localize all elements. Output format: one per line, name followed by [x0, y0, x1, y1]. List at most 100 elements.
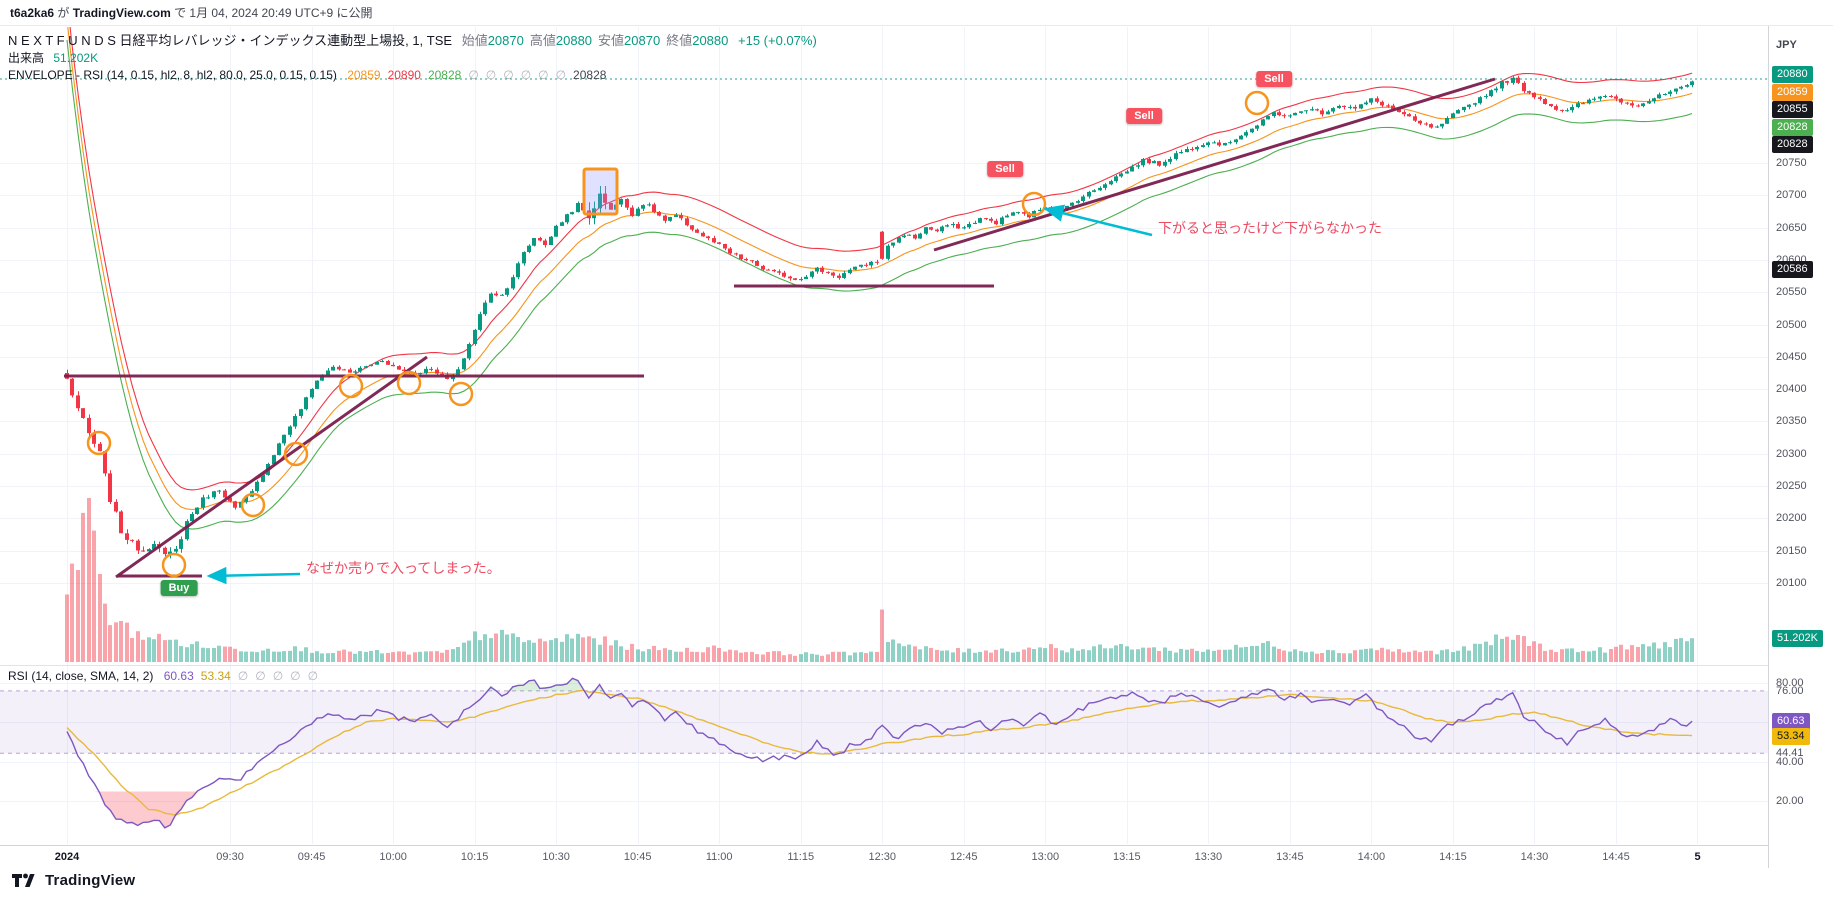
- time-label: 14:00: [1357, 851, 1386, 863]
- ohlc-item: 終値20880: [666, 33, 729, 48]
- pane-separator[interactable]: [0, 665, 1833, 666]
- price-label: 20700: [1776, 189, 1807, 202]
- volume-label: 出来高: [8, 51, 45, 65]
- price-axis[interactable]: JPY 20750 20700 20650 20600 20550 20500 20450 2…: [1768, 26, 1833, 868]
- price-label: 20650: [1776, 221, 1807, 234]
- time-label: 11:00: [705, 851, 733, 863]
- price-badge: 20586: [1772, 261, 1813, 278]
- rsi-value: ∅: [290, 669, 301, 683]
- price-badge: 20859: [1772, 84, 1813, 101]
- price-label: 20300: [1776, 447, 1807, 460]
- time-label: 13:30: [1194, 851, 1223, 863]
- price-badge: 51.202K: [1772, 630, 1823, 647]
- envelope-value: 20890: [387, 68, 421, 82]
- volume-value: 51.202K: [53, 51, 99, 65]
- price-label: 20250: [1776, 480, 1807, 492]
- rsi-values: 60.63 53.34 ∅ ∅ ∅ ∅ ∅: [157, 669, 318, 683]
- time-label: 14:30: [1520, 851, 1549, 863]
- price-label: 20100: [1776, 576, 1807, 589]
- publish-info: で 1月 04, 2024 20:49 UTC+9 に公開: [170, 6, 373, 20]
- ohlc-value: 20880: [692, 33, 729, 48]
- rsi-value: ∅: [255, 669, 266, 683]
- ohlc-value: 20870: [487, 33, 524, 48]
- price-label: 20500: [1776, 318, 1807, 331]
- change-value: +15 (+0.07%): [738, 33, 817, 48]
- time-label: 12:30: [868, 851, 897, 863]
- price-label: 20750: [1776, 157, 1807, 169]
- ohlc-values: 始値20870 高値20880 安値20870 終値20880: [456, 33, 729, 48]
- rsi-axis-label: 44.41: [1776, 747, 1804, 760]
- envelope-value: 20859: [347, 68, 381, 82]
- time-label: 13:00: [1031, 851, 1060, 863]
- envelope-values: 20859 20890 20828 ∅ ∅ ∅ ∅ ∅ ∅ 20828: [340, 68, 606, 82]
- ohlc-item: 始値20870: [461, 33, 524, 48]
- tradingview-logo-text: TradingView: [45, 872, 136, 889]
- ohlc-value: 20870: [624, 33, 661, 48]
- ohlc-value: 20880: [555, 33, 593, 48]
- note-text[interactable]: 下がると思ったけど下がらなかった: [1158, 220, 1382, 236]
- rsi-axis-label: 76.00: [1776, 684, 1804, 697]
- time-label: 13:15: [1113, 851, 1141, 863]
- ohlc-item: 安値20870: [598, 33, 661, 48]
- sell-marker[interactable]: Sell: [1256, 71, 1292, 87]
- envelope-value: ∅: [485, 68, 497, 82]
- rsi-legend[interactable]: RSI (14, close, SMA, 14, 2) 60.63 53.34 ∅ ∅…: [8, 669, 318, 683]
- time-label: 10:00: [379, 851, 407, 863]
- rsi-value: 60.63: [163, 669, 194, 683]
- price-badge: 20880: [1772, 66, 1813, 83]
- rsi-badge: 60.63: [1772, 713, 1810, 731]
- price-label: 20200: [1776, 512, 1807, 525]
- rsi-value: ∅: [272, 669, 284, 683]
- note-text[interactable]: なぜか売りで入ってしまった。: [306, 560, 501, 576]
- rsi-value: ∅: [307, 669, 319, 683]
- price-label: 20450: [1776, 350, 1807, 363]
- envelope-value: ∅: [555, 68, 567, 82]
- price-badge: 20828: [1772, 136, 1813, 153]
- time-label: 11:15: [787, 851, 815, 863]
- sell-marker[interactable]: Sell: [987, 161, 1023, 177]
- envelope-value: 20828: [427, 68, 462, 82]
- site-link[interactable]: TradingView.com: [72, 6, 171, 20]
- envelope-value: 20828: [573, 68, 607, 82]
- volume-legend[interactable]: 出来高 51.202K: [8, 49, 98, 66]
- rsi-badge: 53.34: [1772, 727, 1810, 745]
- attribution-sep1: が: [54, 6, 73, 20]
- time-label: 10:15: [460, 851, 489, 863]
- buy-marker[interactable]: Buy: [160, 580, 198, 596]
- time-label: 12:45: [950, 851, 978, 863]
- rsi-axis-label: 40.00: [1776, 755, 1804, 768]
- price-badge: 20828: [1772, 119, 1813, 136]
- ohlc-item: 高値20880: [529, 33, 593, 48]
- attribution-bar: t6a2ka6 が TradingView.com で 1月 04, 2024 …: [0, 0, 1833, 26]
- time-label: 09:45: [297, 851, 326, 863]
- envelope-value: ∅: [503, 68, 514, 82]
- rsi-axis-label: 80.00: [1776, 677, 1804, 689]
- user-link[interactable]: t6a2ka6: [10, 6, 55, 20]
- price-label: 20400: [1776, 383, 1807, 396]
- price-label: 20550: [1776, 286, 1807, 299]
- sell-marker[interactable]: Sell: [1126, 108, 1162, 124]
- tradingview-footer-link[interactable]: TradingView: [12, 872, 135, 889]
- symbol-title: N E X T F U N D S 日経平均レバレッジ・インデックス連動型上場投…: [8, 33, 453, 48]
- price-label: 20350: [1776, 415, 1807, 428]
- rsi-value: ∅: [237, 669, 249, 683]
- time-axis[interactable]: 2024 09:30 09:45 10:00 10:15 10:30 10:45 11:00 1…: [0, 845, 1768, 869]
- rsi-label: RSI (14, close, SMA, 14, 2): [8, 669, 154, 683]
- envelope-label: ENVELOPE - RSI (14, 0.15, hl2, 8, hl2, 8…: [8, 68, 337, 82]
- price-badge: 20855: [1772, 101, 1813, 118]
- rsi-value: 53.34: [200, 669, 231, 683]
- time-label: 2024: [54, 851, 80, 863]
- envelope-legend[interactable]: ENVELOPE - RSI (14, 0.15, hl2, 8, hl2, 8…: [8, 68, 606, 82]
- time-label: 14:45: [1602, 851, 1630, 863]
- time-label: 14:15: [1439, 851, 1467, 863]
- envelope-value: ∅: [520, 68, 532, 82]
- time-label: 5: [1694, 851, 1701, 863]
- envelope-value: ∅: [538, 68, 549, 82]
- time-label: 09:30: [216, 851, 244, 863]
- currency-label: JPY: [1776, 39, 1797, 51]
- time-label: 13:45: [1276, 851, 1304, 863]
- symbol-legend[interactable]: N E X T F U N D S 日経平均レバレッジ・インデックス連動型上場投…: [8, 30, 817, 49]
- tradingview-logo-icon: [12, 873, 35, 887]
